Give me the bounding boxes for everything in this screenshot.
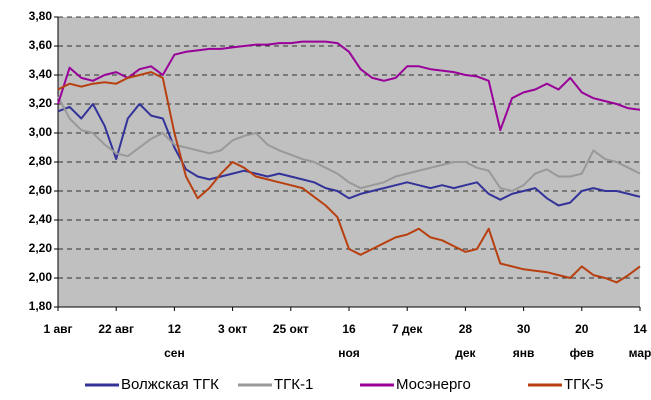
x-tick-label: 28 дек bbox=[455, 322, 476, 360]
y-tick-label: 3,40 bbox=[29, 67, 53, 81]
x-tick-label: 22 авг bbox=[98, 322, 134, 336]
y-tick-label: 3,00 bbox=[29, 125, 53, 139]
x-tick-label: 30 янв bbox=[513, 322, 535, 360]
x-tick-label: 3 окт bbox=[218, 322, 247, 336]
x-tick-label: 7 дек bbox=[392, 322, 423, 336]
y-tick-label: 2,00 bbox=[29, 270, 53, 284]
x-tick-label: 25 окт bbox=[273, 322, 309, 336]
series-line bbox=[57, 40, 641, 132]
y-tick-label: 2,20 bbox=[29, 241, 53, 255]
x-tick-label: 14 мар bbox=[629, 322, 651, 360]
y-tick-label: 2,40 bbox=[29, 212, 53, 226]
y-tick-label: 1,80 bbox=[29, 299, 53, 313]
series-line bbox=[57, 71, 641, 284]
legend-label: ТГК-5 bbox=[564, 376, 603, 393]
x-tick-label: 16 ноя bbox=[338, 322, 359, 360]
x-tick-label: 12 сен bbox=[164, 322, 185, 360]
y-tick-label: 3,60 bbox=[29, 38, 53, 52]
series-line bbox=[57, 103, 641, 207]
y-tick-label: 3,20 bbox=[29, 96, 53, 110]
y-tick-label: 3,80 bbox=[29, 9, 53, 23]
legend-label: Мосэнерго bbox=[396, 376, 471, 393]
y-tick-label: 2,80 bbox=[29, 154, 53, 168]
series-line bbox=[57, 96, 641, 192]
legend-label: Волжская ТГК bbox=[121, 376, 219, 393]
y-tick-label: 2,60 bbox=[29, 183, 53, 197]
legend-label: ТГК-1 bbox=[274, 376, 313, 393]
x-tick-label: 1 авг bbox=[43, 322, 72, 336]
x-tick-label: 20 фев bbox=[570, 322, 594, 360]
